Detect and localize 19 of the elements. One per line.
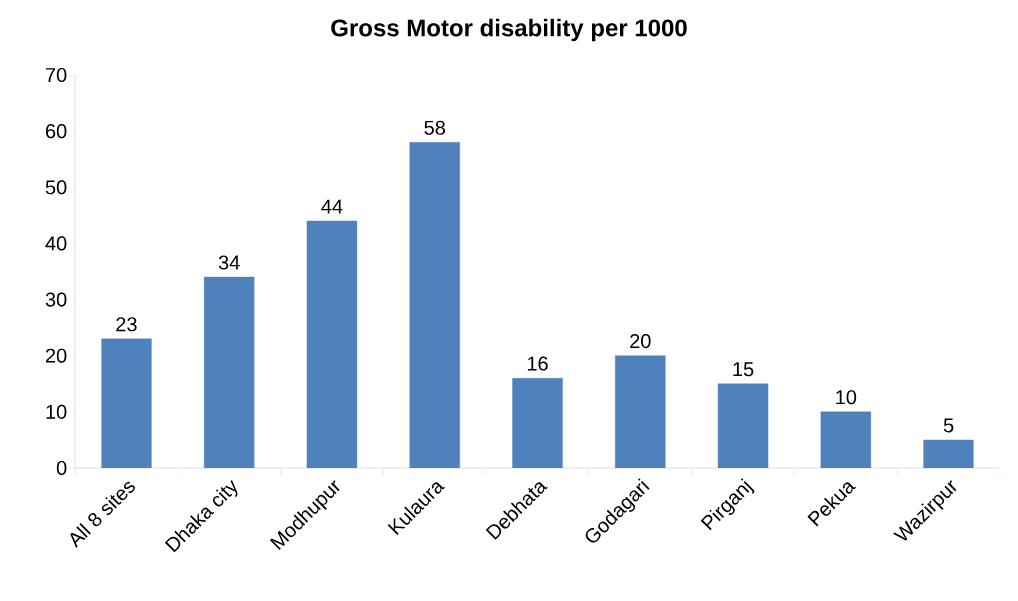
y-tick-label: 50 bbox=[45, 180, 67, 195]
y-tick-label: 60 bbox=[45, 124, 67, 139]
data-label: 44 bbox=[321, 199, 343, 214]
y-tick-label: 20 bbox=[45, 348, 67, 363]
data-label: 5 bbox=[943, 418, 954, 433]
y-tick-label: 10 bbox=[46, 404, 67, 419]
data-label: 15 bbox=[733, 362, 754, 377]
y-tick-label: 0 bbox=[56, 460, 67, 476]
data-label: 58 bbox=[424, 120, 445, 135]
data-label: 34 bbox=[218, 255, 240, 270]
x-tick-label: All 8 sites bbox=[70, 481, 135, 548]
y-tick-label: 30 bbox=[45, 292, 67, 307]
chart-title: Gross Motor disability per 1000 bbox=[331, 18, 687, 42]
data-label: 23 bbox=[116, 317, 137, 332]
data-label: 16 bbox=[527, 356, 548, 371]
data-label: 20 bbox=[630, 334, 651, 349]
data-label: 10 bbox=[836, 390, 857, 405]
y-tick-label: 70 bbox=[45, 67, 67, 83]
y-tick-label: 40 bbox=[45, 236, 67, 251]
